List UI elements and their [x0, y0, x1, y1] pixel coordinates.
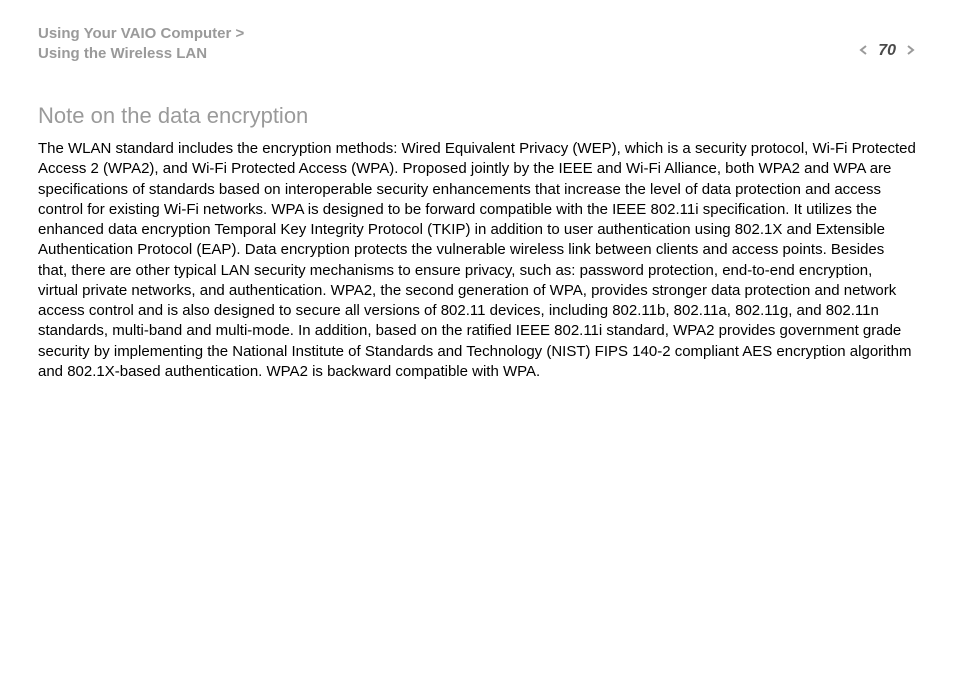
page-content: Note on the data encryption The WLAN sta…: [0, 75, 954, 382]
next-page-icon[interactable]: [904, 43, 916, 59]
prev-page-icon[interactable]: [858, 43, 870, 59]
breadcrumb-current: Using the Wireless LAN: [38, 44, 244, 64]
body-paragraph: The WLAN standard includes the encryptio…: [38, 139, 916, 382]
section-heading: Note on the data encryption: [38, 103, 916, 129]
breadcrumb: Using Your VAIO Computer > Using the Wir…: [38, 24, 244, 63]
breadcrumb-parent[interactable]: Using Your VAIO Computer >: [38, 24, 244, 44]
page-number: 70: [878, 42, 896, 60]
page-navigation: 70: [858, 42, 916, 60]
page-header: Using Your VAIO Computer > Using the Wir…: [0, 0, 954, 75]
